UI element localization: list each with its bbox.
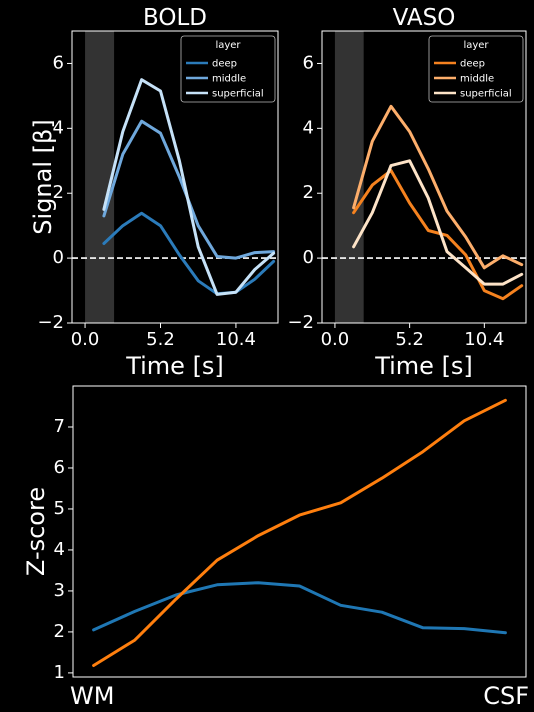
y-tick-label: 3 — [54, 580, 65, 601]
x-axis-label: Time [s] — [374, 352, 473, 380]
y-tick-label: 5 — [54, 498, 65, 519]
zscore-chart: 1 2 3 4 5 6 7 WM CSF Z-score — [22, 385, 529, 710]
legend-box — [428, 35, 524, 103]
legend-box — [180, 35, 276, 103]
series-line-deep — [352, 169, 524, 301]
series-line-middle — [102, 119, 276, 260]
y-tick-label: 4 — [53, 117, 64, 138]
plot-frame — [72, 385, 527, 678]
y-tick-label: 2 — [53, 182, 64, 203]
y-tick-label: 2 — [54, 621, 65, 642]
plot-frame — [71, 30, 279, 324]
signal-axis-label: Signal [β] — [29, 119, 57, 234]
x-axis-label: Time [s] — [125, 352, 224, 380]
stimulus-shade — [85, 31, 115, 323]
y-tick-label: 1 — [54, 662, 65, 683]
legend: layer deep middle superficial — [180, 35, 276, 103]
y-tick-label: 4 — [54, 539, 65, 560]
legend-title: layer — [215, 40, 241, 51]
plot-frame — [321, 30, 527, 324]
legend: layer deep middle superficial — [428, 35, 524, 103]
y-axis-label: Z-score — [22, 487, 50, 576]
y-tick-label: 2 — [303, 182, 314, 203]
x-axis-label-csf: CSF — [483, 682, 529, 710]
y-tick-label: −2 — [287, 312, 314, 333]
legend-label-superficial: superficial — [460, 89, 512, 100]
x-axis-label-wm: WM — [70, 682, 114, 710]
x-tick-label: 0.0 — [321, 329, 350, 350]
x-tick-label: 10.4 — [216, 329, 256, 350]
x-tick-label: 0.0 — [71, 329, 100, 350]
legend-label-superficial: superficial — [212, 89, 264, 100]
y-tick-label: 0 — [303, 247, 314, 268]
series-line-1 — [92, 398, 507, 667]
vaso-chart: −2 0 2 4 6 0.0 5.2 10.4 VASO Time [s] layer deep mid… — [287, 5, 527, 380]
y-tick-label: −2 — [37, 312, 64, 333]
x-tick-label: 10.4 — [464, 329, 504, 350]
legend-label-deep: deep — [460, 59, 485, 70]
y-tick-label: 6 — [54, 457, 65, 478]
y-tick-label: 4 — [303, 117, 314, 138]
series-line-deep — [102, 211, 276, 296]
y-tick-label: 7 — [54, 416, 65, 437]
y-tick-label: 6 — [53, 52, 64, 73]
x-tick-label: 5.2 — [395, 329, 424, 350]
x-tick-label: 5.2 — [146, 329, 175, 350]
chart-title: VASO — [393, 5, 456, 31]
series-line-middle — [352, 104, 524, 270]
y-tick-label: 6 — [303, 52, 314, 73]
series-line-superficial — [352, 159, 524, 286]
legend-label-middle: middle — [212, 74, 246, 85]
legend-label-middle: middle — [460, 74, 494, 85]
stimulus-shade — [334, 31, 364, 323]
legend-label-deep: deep — [212, 59, 237, 70]
bold-chart: −2 0 2 4 6 0.0 5.2 10.4 BOLD Time [s] layer deep mid… — [37, 5, 279, 380]
chart-title: BOLD — [143, 5, 207, 31]
series-line-superficial — [102, 78, 276, 296]
y-tick-label: 0 — [53, 247, 64, 268]
legend-title: layer — [463, 40, 489, 51]
series-line-0 — [92, 581, 507, 635]
